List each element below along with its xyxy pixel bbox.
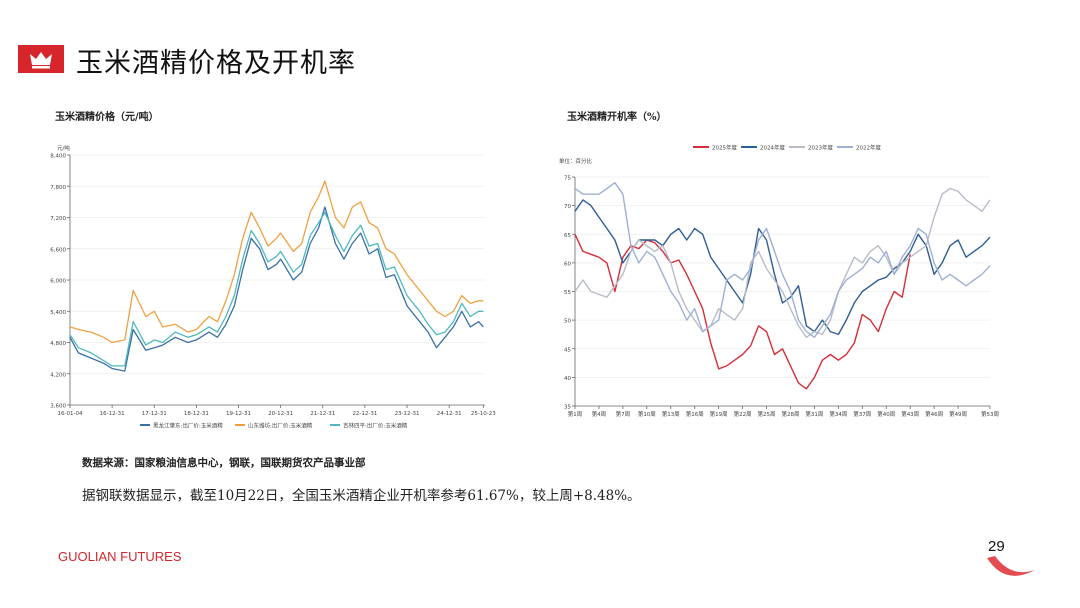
series-line: [574, 187, 991, 339]
x-tick-label: 第43周: [901, 410, 919, 418]
y-tick-label: 4,800: [50, 341, 66, 347]
series-line: [574, 234, 911, 390]
x-tick-label: 第22周: [734, 410, 752, 418]
y-tick-label: 55: [564, 290, 571, 296]
title-accent-bar: [18, 45, 64, 73]
y-tick-label: 3,600: [50, 404, 66, 410]
series-line: [574, 199, 991, 336]
legend-label: 2025年度: [712, 144, 737, 152]
page-title: 玉米酒精价格及开机率: [76, 48, 356, 79]
series-line: [69, 180, 484, 344]
legend-label: 黑龙江肇东:出厂价:玉米酒精: [153, 422, 223, 430]
summary-text: 据钢联数据显示，截至10月22日，全国玉米酒精企业开机率参考61.67%，较上周…: [82, 488, 641, 504]
y-tick-label: 35: [564, 405, 571, 411]
y-tick-label: 4,200: [50, 372, 66, 378]
x-tick-label: 第46周: [925, 410, 943, 418]
legend-label: 2023年度: [808, 144, 833, 152]
legend-label: 2024年度: [760, 144, 785, 152]
price-line-chart: 3,600 4,200 4,800 5,400 6,000 6,600 7,200 7,800…: [50, 144, 496, 430]
y-tick-label: 70: [564, 204, 571, 210]
legend-label: 吉林四平:出厂价:玉米酒精: [343, 422, 408, 430]
x-tick-label: 17-12-31: [142, 411, 167, 417]
x-tick-label: 24-12-31: [437, 411, 462, 417]
x-tick-label: 第25周: [758, 410, 776, 418]
x-tick-label: 第19周: [710, 410, 728, 418]
data-source-note: 数据来源：国家粮油信息中心，钢联，国联期货农产品事业部: [82, 457, 366, 469]
x-tick-label: 第7周: [616, 410, 631, 418]
y-tick-label: 65: [564, 233, 571, 239]
x-tick-label: 第34周: [829, 410, 847, 418]
x-tick-label: 第4周: [592, 410, 607, 418]
y-tick-label: 50: [564, 319, 571, 325]
series-line: [574, 182, 991, 339]
x-tick-label: 第1周: [568, 410, 583, 418]
x-tick-label: 第16周: [686, 410, 704, 418]
page-number: 29: [988, 538, 1005, 555]
operating-rate-chart-title: 玉米酒精开机率（%）: [567, 112, 667, 123]
y-tick-label: 8,400: [50, 154, 66, 160]
x-tick-label: 第28周: [781, 410, 799, 418]
y-axis-unit-label: 单位：百分比: [559, 157, 593, 165]
crown-icon: [30, 52, 52, 69]
y-axis-unit-label: 元/吨: [57, 144, 70, 152]
y-tick-label: 5,400: [50, 310, 66, 316]
y-tick-label: 6,600: [50, 247, 66, 253]
y-tick-label: 45: [564, 347, 571, 353]
operating-rate-line-chart: 354045505560657075第1周 第4周 第7周 第10周 第13周 第16周第…: [559, 144, 999, 419]
x-tick-label: 19-12-31: [226, 411, 251, 417]
legend-label: 山东潍坊:出厂价:玉米酒精: [248, 422, 313, 430]
y-tick-label: 6,000: [50, 279, 66, 285]
x-tick-label: 第37周: [853, 410, 871, 418]
x-tick-label: 第10周: [638, 410, 656, 418]
x-tick-label: 16-01-04: [58, 411, 83, 417]
legend-label: 2022年度: [856, 144, 881, 152]
corner-swoosh-icon: [987, 556, 1035, 576]
x-tick-label: 第53周: [981, 410, 999, 418]
x-tick-label: 18-12-31: [184, 411, 209, 417]
brand-name: GUOLIAN FUTURES: [58, 549, 182, 564]
x-tick-label: 22-12-31: [352, 411, 377, 417]
x-tick-label: 21-12-31: [310, 411, 335, 417]
x-tick-label: 第49周: [949, 410, 967, 418]
y-tick-label: 40: [564, 376, 571, 382]
y-tick-label: 75: [564, 176, 571, 182]
series-line: [69, 211, 484, 367]
y-tick-label: 7,200: [50, 216, 66, 222]
x-tick-label: 16-12-31: [100, 411, 125, 417]
x-tick-label: 23-12-31: [395, 411, 420, 417]
x-tick-label: 20-12-31: [268, 411, 293, 417]
y-tick-label: 60: [564, 261, 571, 267]
series-line: [69, 206, 484, 372]
y-tick-label: 7,800: [50, 185, 66, 191]
x-tick-label: 第13周: [662, 410, 680, 418]
x-tick-label: 25-10-23: [471, 411, 496, 417]
price-chart-title: 玉米酒精价格（元/吨）: [55, 112, 159, 123]
x-tick-label: 第31周: [805, 410, 823, 418]
x-tick-label: 第40周: [877, 410, 895, 418]
